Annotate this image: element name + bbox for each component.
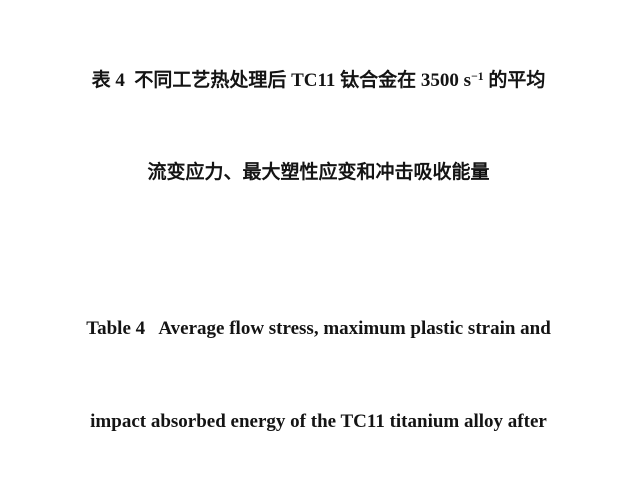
caption-zh: 表 4 不同工艺热处理后 TC11 钛合金在 3500 s−1 的平均 流变应力… xyxy=(10,6,627,248)
caption-en-line2: impact absorbed energy of the TC11 titan… xyxy=(90,411,547,432)
caption-zh-line1: 表 4 不同工艺热处理后 TC11 钛合金在 3500 s−1 的平均 xyxy=(91,69,546,91)
caption-zh-line2: 流变应力、最大塑性应变和冲击吸收能量 xyxy=(147,162,490,183)
caption-en-line1: Table 4 Average flow stress, maximum pla… xyxy=(86,318,551,339)
caption-en: Table 4 Average flow stress, maximum pla… xyxy=(10,251,627,499)
